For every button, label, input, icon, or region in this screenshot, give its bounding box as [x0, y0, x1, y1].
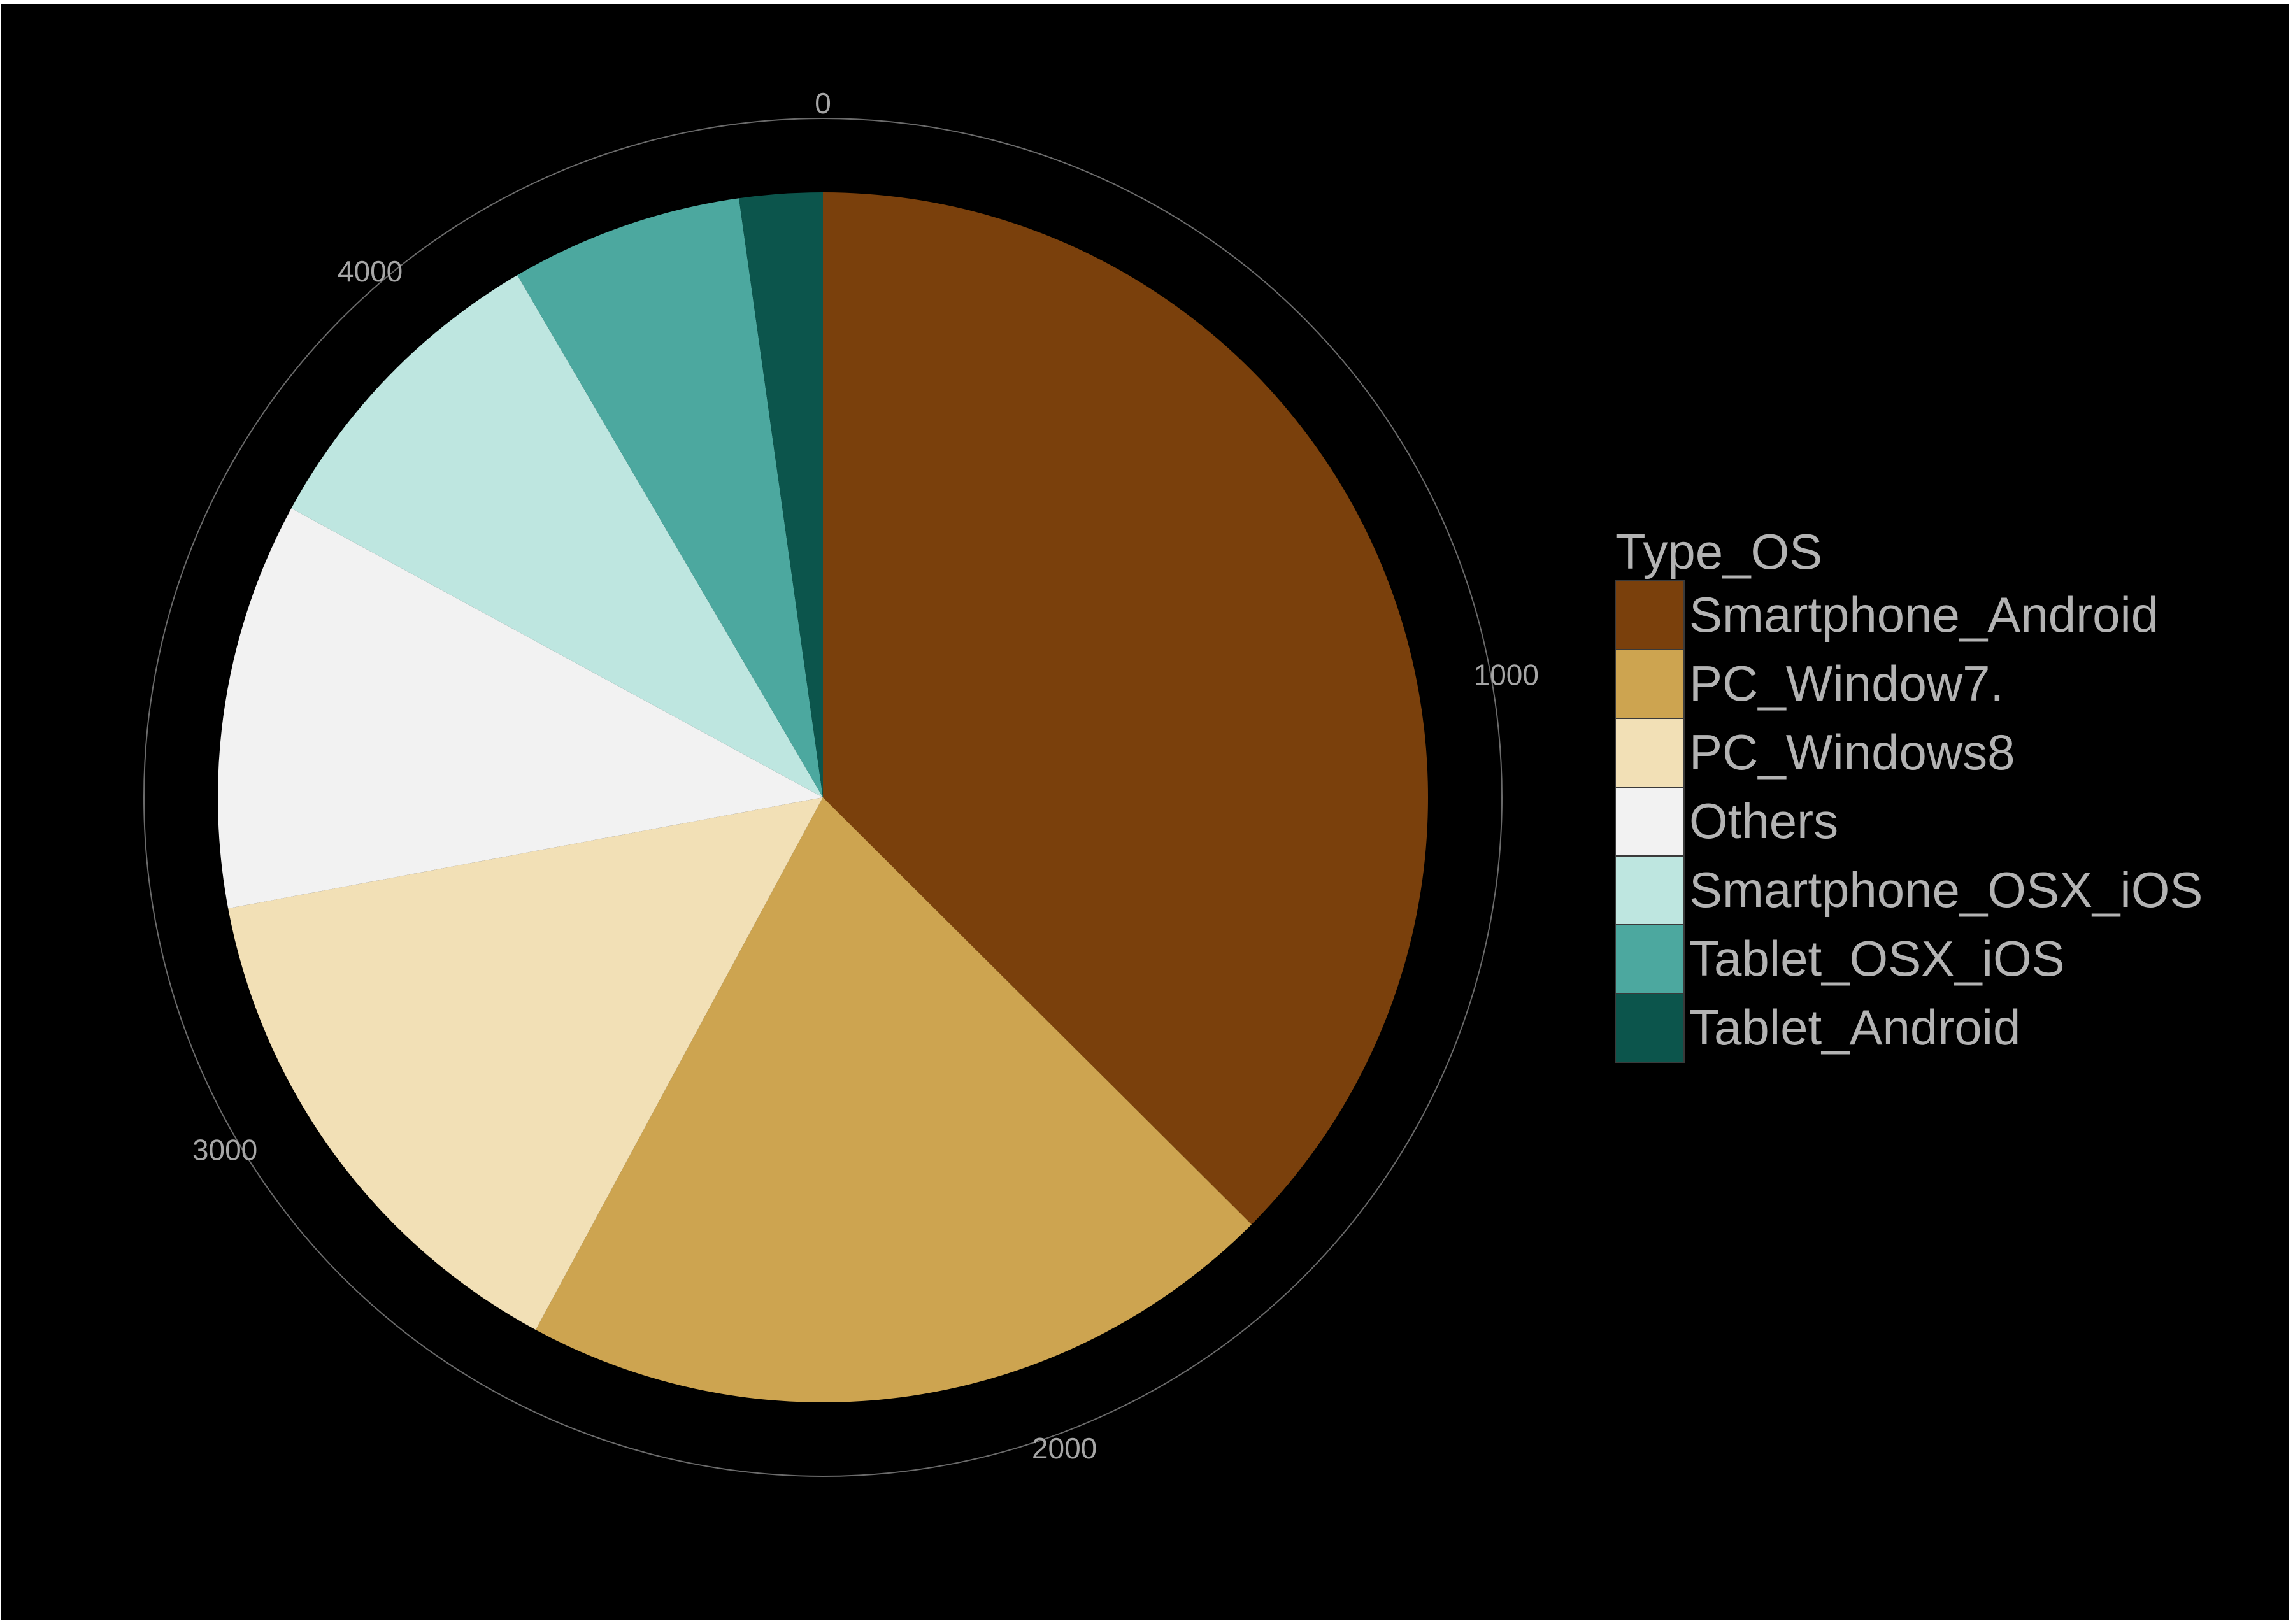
- axis-tick-3000: 3000: [192, 1134, 257, 1167]
- legend-label-smartphone-android: Smartphone_Android: [1689, 587, 2159, 643]
- legend-label-tablet-osx-ios: Tablet_OSX_iOS: [1689, 930, 2065, 987]
- axis-tick-2000: 2000: [1032, 1432, 1097, 1465]
- pie-slice-smartphone-android: [823, 192, 1428, 1225]
- legend-label-others: Others: [1689, 793, 1838, 849]
- legend-title: Type_OS: [1615, 524, 1822, 580]
- pie-slice-smartphone-osx-ios: [291, 275, 823, 797]
- outer-axis-ring: [143, 118, 1503, 1477]
- legend-swatch-smartphone-android: [1615, 580, 1685, 650]
- pie-slices: [217, 192, 1428, 1402]
- legend-label-tablet-android: Tablet_Android: [1689, 999, 2020, 1055]
- pie-slice-others: [217, 508, 824, 909]
- legend-swatch-pc-window7: [1615, 649, 1685, 719]
- legend-items: Smartphone_Android PC_Window7. PC_Windows8…: [1615, 580, 2203, 1063]
- legend-swatch-tablet-osx-ios: [1615, 924, 1685, 994]
- pie-slice-pc-window7: [536, 797, 1252, 1402]
- legend-swatch-pc-windows8: [1615, 718, 1685, 788]
- axis-tick-labels: 0 1000 2000 3000 4000: [192, 87, 1539, 1465]
- pie-slice-tablet-osx-ios: [517, 198, 823, 797]
- pie-slice-pc-windows8: [228, 797, 823, 1330]
- legend-label-pc-window7: PC_Window7.: [1689, 655, 2004, 711]
- legend-label-smartphone-osx-ios: Smartphone_OSX_iOS: [1689, 862, 2203, 918]
- pie-slice-tablet-android: [739, 192, 823, 797]
- legend-label-pc-windows8: PC_Windows8: [1689, 724, 2015, 780]
- axis-tick-0: 0: [815, 87, 831, 120]
- legend: Type_OS Smartphone_Android PC_Window7. PC_…: [1615, 524, 2203, 1063]
- legend-swatch-smartphone-osx-ios: [1615, 855, 1685, 925]
- legend-swatch-tablet-android: [1615, 993, 1685, 1063]
- axis-tick-4000: 4000: [338, 255, 403, 288]
- legend-swatch-others: [1615, 787, 1685, 857]
- axis-tick-1000: 1000: [1474, 658, 1539, 691]
